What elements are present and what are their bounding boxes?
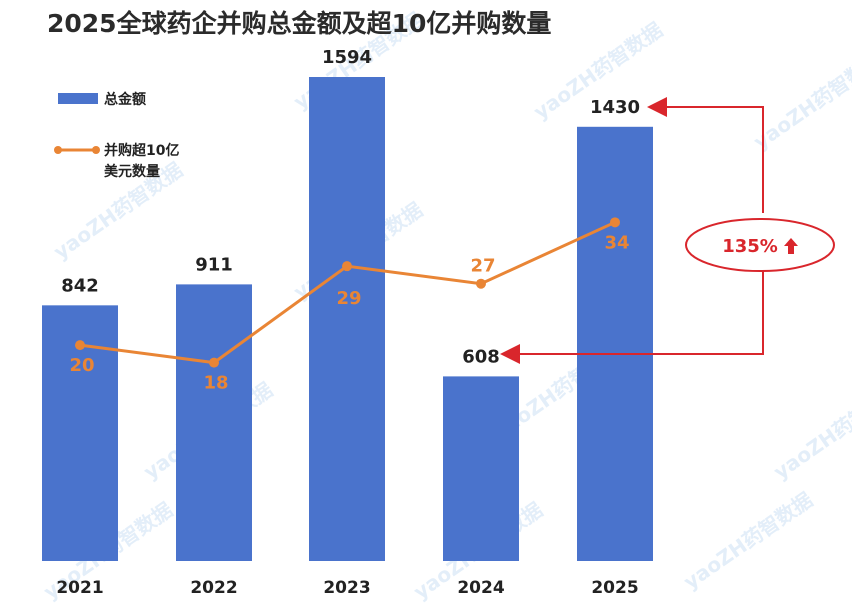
legend-line-marker bbox=[92, 146, 100, 154]
legend: 总金额 并购超10亿 美元数量 bbox=[54, 91, 179, 180]
bar bbox=[577, 126, 653, 561]
line-point bbox=[75, 340, 85, 351]
line-value-label: 34 bbox=[604, 232, 629, 253]
bar-value-labels: 842 911 1594 608 1430 bbox=[61, 47, 640, 367]
line-point bbox=[476, 278, 486, 289]
x-tick-label: 2025 bbox=[591, 578, 638, 598]
bar-value-label: 911 bbox=[195, 254, 233, 275]
x-tick-label: 2022 bbox=[190, 578, 237, 598]
bar bbox=[309, 77, 385, 561]
annotation-arrow-bottom bbox=[500, 270, 764, 364]
legend-line-label-line1: 并购超10亿 bbox=[104, 142, 179, 159]
legend-line-label-line2: 美元数量 bbox=[104, 163, 160, 180]
watermark-text: yaoZH药智数据 bbox=[679, 488, 817, 595]
line-point bbox=[209, 357, 219, 368]
x-axis-ticks: 2021 2022 2023 2024 2025 bbox=[56, 578, 638, 598]
line-point bbox=[342, 261, 352, 272]
line-point bbox=[610, 217, 620, 228]
chart-title: 2025全球药企并购总金额及超10亿并购数量 bbox=[47, 9, 551, 38]
up-arrow-icon bbox=[784, 238, 798, 254]
line-value-label: 18 bbox=[203, 373, 228, 394]
bar bbox=[443, 376, 519, 561]
bar-value-label: 608 bbox=[462, 346, 500, 367]
x-tick-label: 2023 bbox=[323, 578, 370, 598]
annotation-arrow-top bbox=[647, 97, 764, 213]
watermark-text: yaoZH药智数据 bbox=[749, 48, 852, 155]
legend-bar-label: 总金额 bbox=[104, 91, 146, 108]
line-value-label: 20 bbox=[69, 355, 94, 376]
legend-line-marker bbox=[54, 146, 62, 154]
annotation-ellipse bbox=[685, 218, 835, 272]
bar-value-label: 1594 bbox=[322, 47, 372, 68]
bar-value-label: 842 bbox=[61, 275, 99, 296]
line-value-label: 27 bbox=[470, 256, 495, 277]
line-value-labels: 20 18 29 27 34 bbox=[69, 232, 629, 393]
line-value-label: 29 bbox=[336, 288, 361, 309]
bar bbox=[176, 284, 252, 561]
x-tick-label: 2024 bbox=[457, 578, 504, 598]
annotation-text: 135% bbox=[722, 236, 778, 257]
watermark-text: yaoZH药智数据 bbox=[769, 378, 852, 485]
growth-annotation: 135% bbox=[500, 97, 835, 364]
line-series bbox=[75, 217, 620, 368]
x-tick-label: 2021 bbox=[56, 578, 103, 598]
bar-value-label: 1430 bbox=[590, 97, 640, 118]
legend-bar-swatch bbox=[58, 93, 98, 104]
